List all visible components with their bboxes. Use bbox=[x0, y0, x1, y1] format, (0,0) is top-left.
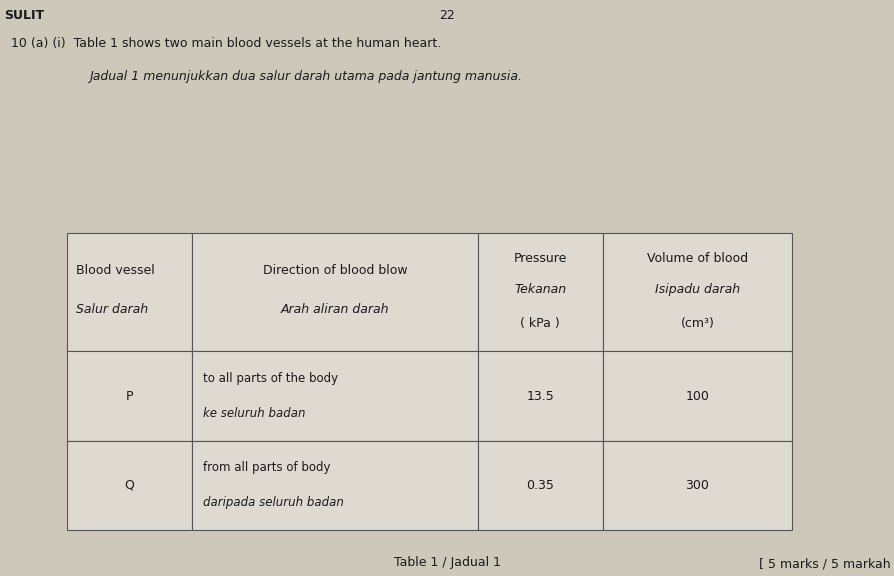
Bar bbox=[67, 351, 191, 441]
Bar bbox=[67, 441, 191, 530]
Bar bbox=[603, 233, 791, 351]
Text: Table 1 / Jadual 1: Table 1 / Jadual 1 bbox=[393, 556, 501, 569]
Text: daripada seluruh badan: daripada seluruh badan bbox=[203, 496, 343, 509]
Bar bbox=[477, 233, 603, 351]
Text: 10 (a) (i)  Table 1 shows two main blood vessels at the human heart.: 10 (a) (i) Table 1 shows two main blood … bbox=[11, 37, 441, 51]
Text: Arah aliran darah: Arah aliran darah bbox=[281, 303, 389, 316]
Text: [ 5 marks / 5 markah: [ 5 marks / 5 markah bbox=[758, 557, 890, 570]
Text: Direction of blood blow: Direction of blood blow bbox=[262, 264, 407, 277]
Text: Volume of blood: Volume of blood bbox=[646, 252, 747, 266]
Text: (cm³): (cm³) bbox=[679, 317, 713, 331]
Bar bbox=[603, 441, 791, 530]
Bar bbox=[67, 233, 191, 351]
Text: 100: 100 bbox=[685, 389, 709, 403]
Text: Isipadu darah: Isipadu darah bbox=[654, 283, 739, 296]
Text: Salur darah: Salur darah bbox=[76, 303, 148, 316]
Text: 13.5: 13.5 bbox=[526, 389, 553, 403]
Bar bbox=[477, 441, 603, 530]
Bar bbox=[477, 351, 603, 441]
Text: Jadual 1 menunjukkan dua salur darah utama pada jantung manusia.: Jadual 1 menunjukkan dua salur darah uta… bbox=[89, 70, 522, 84]
Text: 300: 300 bbox=[685, 479, 709, 492]
Text: ke seluruh badan: ke seluruh badan bbox=[203, 407, 305, 420]
Text: Tekanan: Tekanan bbox=[514, 283, 566, 296]
Text: from all parts of body: from all parts of body bbox=[203, 461, 330, 475]
Text: Q: Q bbox=[124, 479, 134, 492]
Bar bbox=[192, 441, 477, 530]
Bar bbox=[603, 351, 791, 441]
Text: P: P bbox=[126, 389, 133, 403]
Bar bbox=[192, 233, 477, 351]
Text: 0.35: 0.35 bbox=[526, 479, 553, 492]
Text: Blood vessel: Blood vessel bbox=[76, 264, 155, 277]
Text: SULIT: SULIT bbox=[4, 9, 45, 22]
Bar bbox=[192, 351, 477, 441]
Text: Pressure: Pressure bbox=[513, 252, 567, 266]
Text: ( kPa ): ( kPa ) bbox=[520, 317, 560, 331]
Text: 22: 22 bbox=[439, 9, 455, 22]
Text: to all parts of the body: to all parts of the body bbox=[203, 372, 337, 385]
